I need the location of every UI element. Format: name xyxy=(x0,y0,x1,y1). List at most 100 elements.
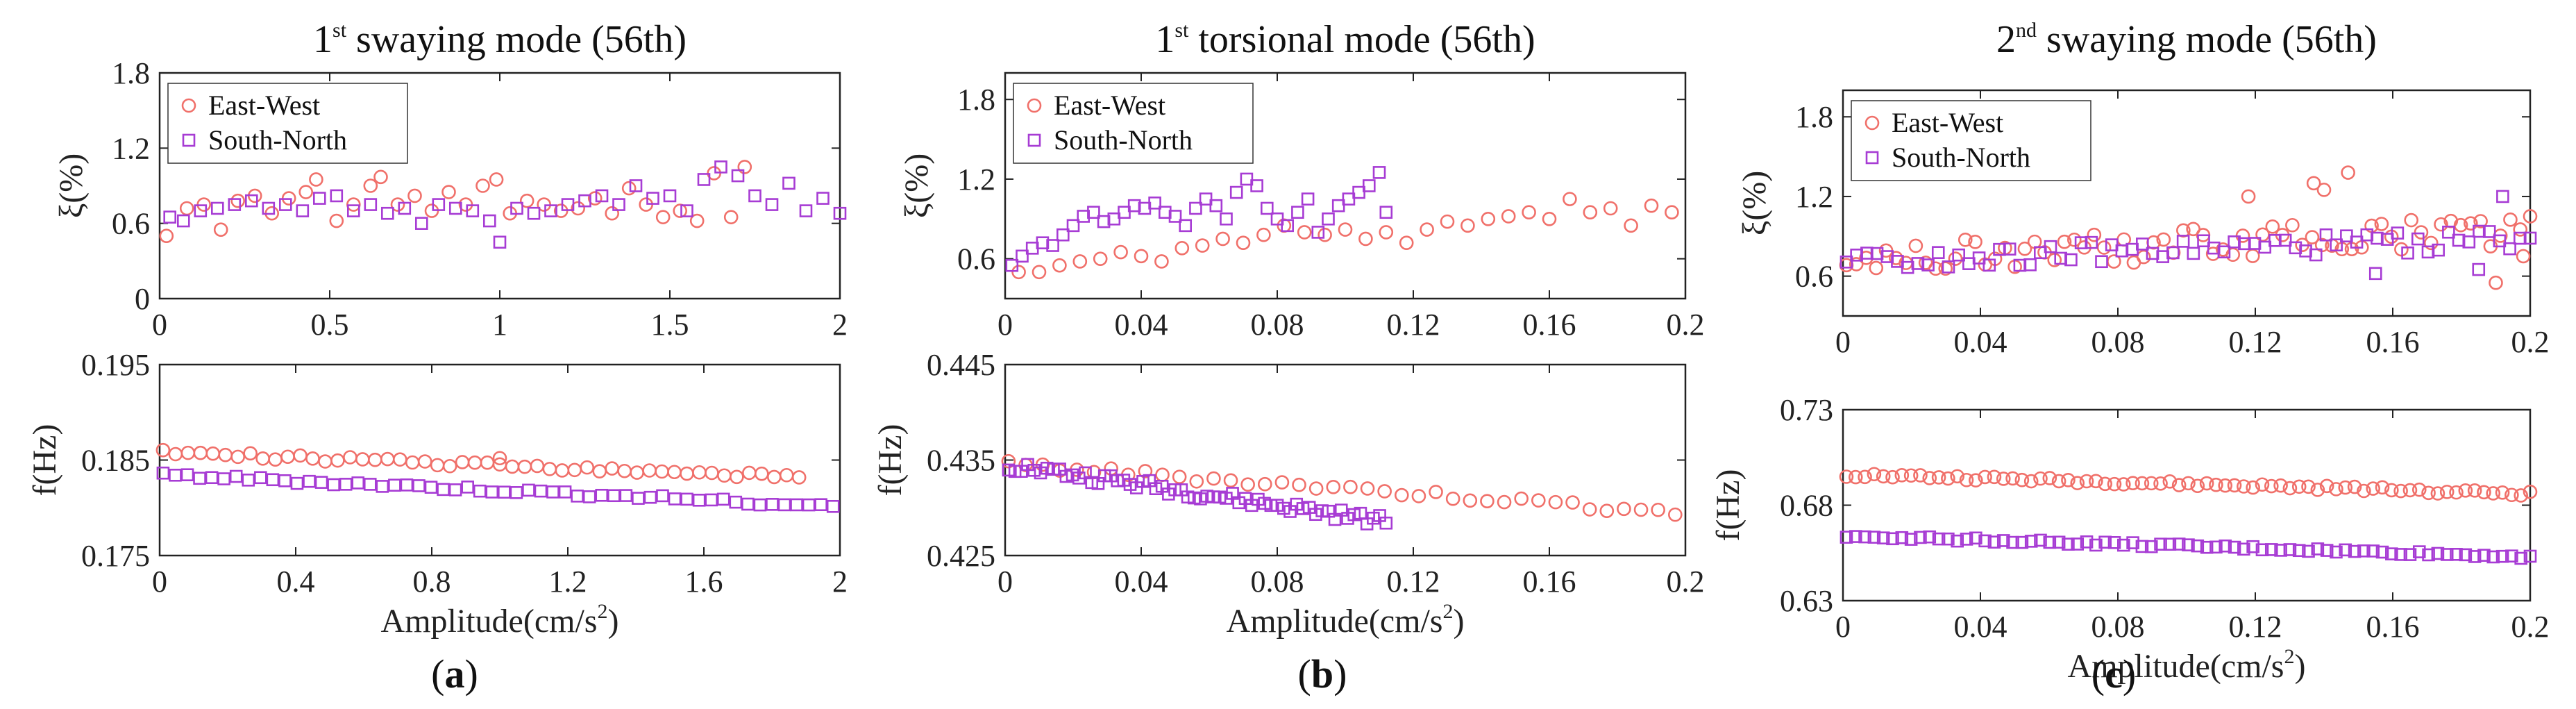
data-point xyxy=(2015,535,2029,549)
data-point xyxy=(2477,549,2491,562)
data-point xyxy=(2432,243,2445,257)
panel-a-damping-ytick-label: 0.6 xyxy=(112,207,150,241)
data-point xyxy=(2061,473,2076,487)
data-point xyxy=(2126,536,2139,549)
data-point xyxy=(1948,251,1963,266)
data-point xyxy=(779,467,794,483)
data-point xyxy=(2191,539,2205,553)
data-point xyxy=(578,194,591,208)
data-point xyxy=(1311,226,1325,239)
data-point xyxy=(2430,486,2445,501)
data-point xyxy=(2516,249,2531,264)
data-point xyxy=(1972,251,1986,265)
data-point xyxy=(2098,476,2112,492)
panel-b-damping-series-east-west xyxy=(1011,192,1679,280)
panel-c-damping-xtick-label: 0.2 xyxy=(2511,325,2550,359)
data-point xyxy=(255,451,270,466)
data-point xyxy=(2341,165,2355,180)
data-point xyxy=(2051,474,2066,489)
data-point xyxy=(1036,236,1050,250)
data-point xyxy=(1394,487,1409,503)
data-point xyxy=(2439,485,2455,499)
data-point xyxy=(2464,216,2478,231)
data-point xyxy=(2255,477,2270,492)
data-point xyxy=(2285,217,2300,233)
data-point xyxy=(1236,235,1251,251)
data-point xyxy=(2017,241,2032,256)
legend-label-south-north: South-North xyxy=(208,124,347,156)
data-point xyxy=(2163,537,2177,551)
data-point xyxy=(2486,550,2500,564)
panel-a-frequency-xtick-label: 0.8 xyxy=(413,565,451,599)
data-point xyxy=(2402,483,2418,498)
data-point xyxy=(595,488,609,502)
data-point xyxy=(2486,486,2501,501)
data-point xyxy=(1301,192,1315,206)
data-point xyxy=(748,189,761,203)
data-point xyxy=(498,485,511,499)
data-point xyxy=(330,453,345,468)
data-point xyxy=(2135,476,2150,491)
data-point xyxy=(1338,222,1353,237)
data-point xyxy=(376,480,389,493)
data-point xyxy=(766,498,779,511)
data-point xyxy=(168,447,183,462)
data-point xyxy=(1223,473,1238,488)
data-point xyxy=(1292,477,1306,492)
data-point xyxy=(2264,543,2278,556)
data-point xyxy=(2027,234,2042,249)
panel-a-legend-box xyxy=(167,83,408,164)
data-point xyxy=(1148,197,1161,210)
data-point xyxy=(363,178,378,193)
data-point xyxy=(2467,483,2482,498)
data-point xyxy=(816,192,830,205)
data-point xyxy=(1460,218,1475,233)
data-point xyxy=(355,452,370,467)
panel-b-damping-xtick-label: 0 xyxy=(997,308,1013,342)
data-point xyxy=(2125,476,2140,491)
data-point xyxy=(448,201,462,215)
panel-a-damping-series-east-west xyxy=(159,160,752,244)
data-point xyxy=(646,192,659,205)
data-point xyxy=(1839,469,1854,484)
legend-label-east-west: East-West xyxy=(208,90,320,121)
panel-c-frequency-axes: 0 0.04 0.08 0.12 0.16 0.2 0.63 0.68 0.73 f(Hz) Amp… xyxy=(1710,393,2550,685)
data-point xyxy=(1848,469,1863,485)
data-point xyxy=(475,178,490,193)
panel-c-frequency-frame xyxy=(1842,408,2532,602)
panel-a-label: (a) xyxy=(431,651,478,697)
data-point xyxy=(2052,535,2066,549)
data-point xyxy=(254,471,267,485)
data-point xyxy=(1206,471,1221,486)
panel-a-damping-series-south-north xyxy=(163,160,847,249)
data-point xyxy=(243,446,258,461)
data-point xyxy=(1104,461,1118,476)
data-point xyxy=(493,235,507,249)
data-point xyxy=(2245,249,2260,263)
data-point xyxy=(1240,172,1254,186)
data-point xyxy=(1118,206,1131,219)
data-point xyxy=(473,484,487,498)
data-point xyxy=(2330,238,2343,252)
legend-label-east-west: East-West xyxy=(1054,90,1165,121)
data-point xyxy=(193,472,206,485)
data-point xyxy=(1360,481,1375,496)
data-point xyxy=(2098,535,2112,549)
panel-c-frequency-series-east-west xyxy=(1839,467,2538,503)
data-point xyxy=(2282,481,2298,496)
data-point xyxy=(1093,251,1108,266)
panel-c-frequency-ytick-label: 0.68 xyxy=(1780,489,1833,523)
data-point xyxy=(1858,530,1871,544)
data-point xyxy=(555,463,570,478)
data-point xyxy=(1565,495,1580,510)
data-point xyxy=(2274,544,2287,557)
data-point xyxy=(1923,530,1937,544)
data-point xyxy=(205,471,219,485)
panel-c-frequency-xtick-label: 0.2 xyxy=(2511,610,2550,644)
data-point xyxy=(1005,258,1019,272)
data-point xyxy=(656,489,669,503)
data-point xyxy=(1876,469,1891,484)
data-point xyxy=(1072,254,1088,269)
data-point xyxy=(2024,535,2038,548)
data-point xyxy=(1885,469,1900,485)
